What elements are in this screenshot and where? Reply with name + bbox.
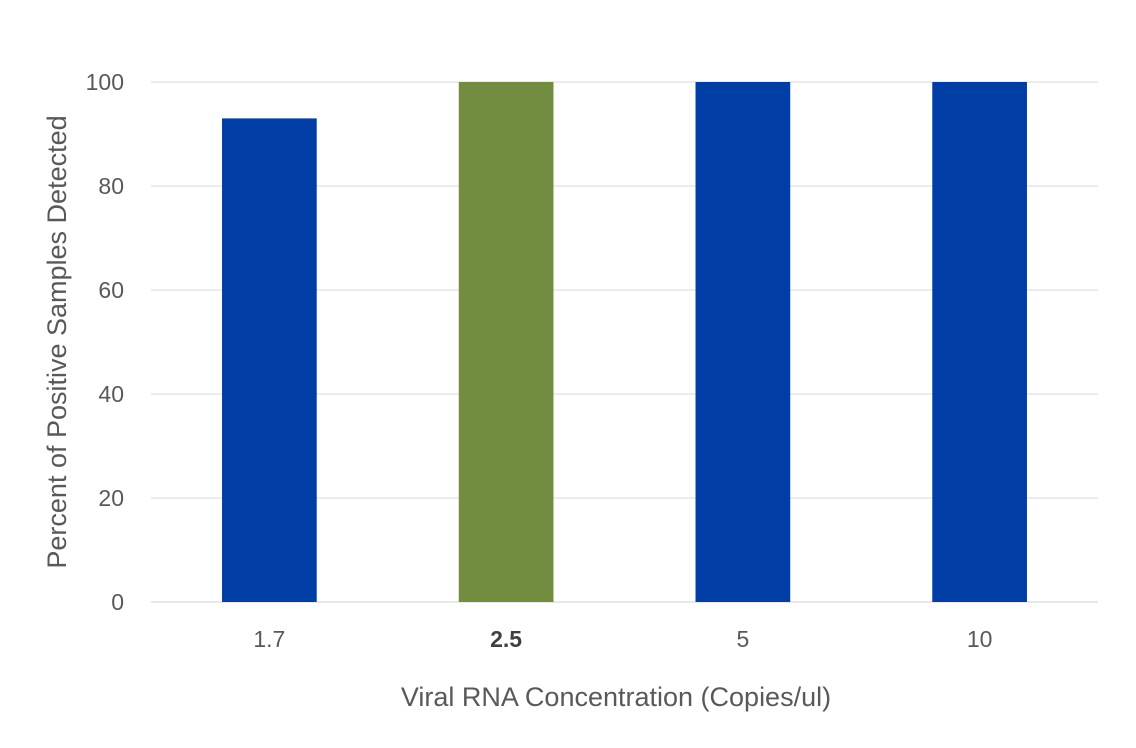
x-tick-label: 2.5 (490, 626, 522, 652)
x-axis-title: Viral RNA Concentration (Copies/ul) (401, 682, 831, 712)
y-tick-label: 100 (86, 69, 124, 95)
y-tick-label: 80 (98, 173, 124, 199)
y-axis-title: Percent of Positive Samples Detected (42, 115, 72, 568)
y-tick-label: 0 (111, 589, 124, 615)
bar-10 (932, 82, 1027, 602)
x-axis-ticks: 1.7 2.5 5 10 (253, 626, 992, 652)
y-tick-label: 20 (98, 485, 124, 511)
bar-1.7 (222, 118, 317, 603)
x-tick-label: 5 (736, 626, 749, 652)
y-axis-ticks: 0 20 40 60 80 100 (86, 69, 124, 615)
bar-5 (695, 82, 791, 602)
bars (222, 82, 1027, 603)
x-tick-label: 10 (967, 626, 993, 652)
bar-2.5 (458, 82, 554, 602)
x-tick-label: 1.7 (253, 626, 285, 652)
y-tick-label: 60 (98, 277, 124, 303)
y-tick-label: 40 (98, 381, 124, 407)
